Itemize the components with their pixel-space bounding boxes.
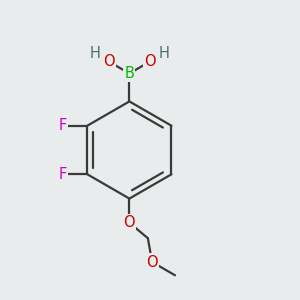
Text: O: O (124, 215, 135, 230)
Text: F: F (59, 167, 67, 182)
Text: B: B (124, 66, 134, 81)
Text: H: H (89, 46, 100, 61)
Text: F: F (59, 118, 67, 133)
Text: O: O (144, 54, 156, 69)
Text: H: H (158, 46, 169, 61)
Text: O: O (146, 254, 158, 269)
Text: O: O (103, 54, 115, 69)
